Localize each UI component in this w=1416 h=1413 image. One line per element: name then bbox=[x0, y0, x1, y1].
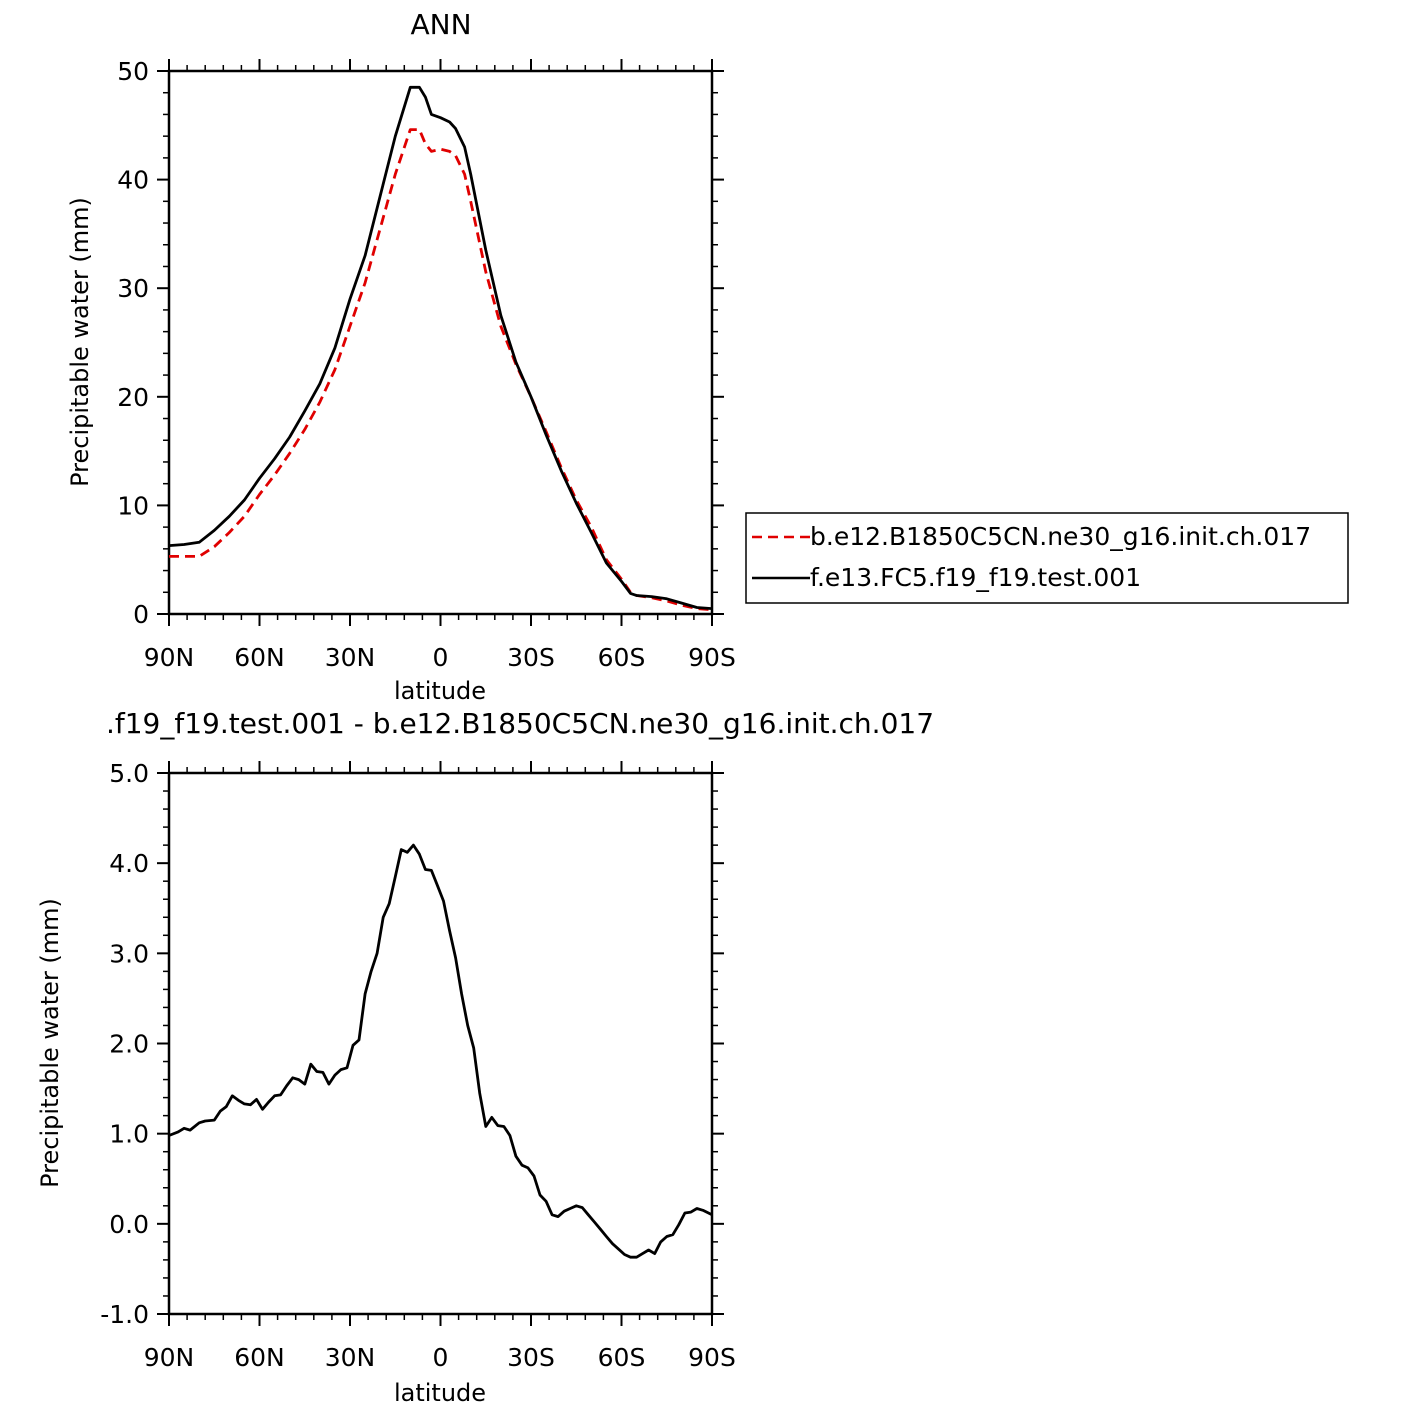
legend-label-series-1: b.e12.B1850C5CN.ne30_g16.init.ch.017 bbox=[810, 522, 1311, 551]
bottom-series-line-1 bbox=[168, 843, 713, 1259]
bottom-chart-title: .f19_f19.test.001 - b.e12.B1850C5CN.ne30… bbox=[106, 707, 934, 740]
bottom-plot-frame bbox=[167, 771, 714, 1316]
top-x-tick-label: 60N bbox=[234, 643, 285, 672]
top-y-tick-label: 30 bbox=[117, 274, 149, 303]
top-x-axis-label: latitude bbox=[394, 677, 486, 705]
bottom-x-tick-label: 30N bbox=[325, 1343, 376, 1372]
top-y-tick-label: 50 bbox=[117, 57, 149, 86]
top-plot: 90N 60N 30N 0 30S 60S 90S 0 10 20 30 40 50 bbox=[117, 57, 736, 672]
top-y-tick-label: 20 bbox=[117, 383, 149, 412]
bottom-x-tick-label: 30S bbox=[507, 1343, 555, 1372]
bottom-y-tick-label: 5.0 bbox=[109, 759, 149, 788]
top-x-tick-label: 30N bbox=[325, 643, 376, 672]
top-plot-frame bbox=[167, 69, 714, 616]
bottom-y-tick-label: 0.0 bbox=[109, 1210, 149, 1239]
bottom-y-tick-label: -1.0 bbox=[100, 1300, 149, 1329]
top-x-tick-label: 90S bbox=[688, 643, 736, 672]
legend: b.e12.B1850C5CN.ne30_g16.init.ch.017 f.e… bbox=[745, 512, 1349, 604]
bottom-y-tick-label: 3.0 bbox=[109, 939, 149, 968]
top-chart-title: ANN bbox=[410, 8, 471, 41]
top-y-tick-label: 10 bbox=[117, 491, 149, 520]
top-series-line-2 bbox=[168, 85, 713, 610]
legend-frame bbox=[745, 512, 1349, 604]
bottom-y-tick-label: 1.0 bbox=[109, 1120, 149, 1149]
top-x-tick-label: 30S bbox=[507, 643, 555, 672]
bottom-x-tick-label: 60N bbox=[234, 1343, 285, 1372]
legend-label-series-2: f.e13.FC5.f19_f19.test.001 bbox=[810, 563, 1141, 592]
bottom-x-tick-label: 90N bbox=[144, 1343, 195, 1372]
bottom-x-tick-label: 90S bbox=[688, 1343, 736, 1372]
bottom-x-tick-label: 60S bbox=[598, 1343, 646, 1372]
bottom-x-tick-label: 0 bbox=[433, 1343, 449, 1372]
bottom-y-axis-label: Precipitable water (mm) bbox=[36, 898, 64, 1188]
bottom-y-tick-label: 4.0 bbox=[109, 849, 149, 878]
top-y-tick-label: 40 bbox=[117, 166, 149, 195]
bottom-plot: 90N 60N 30N 0 30S 60S 90S -1.0 0.0 1.0 2.0 3.0 4.0 5.… bbox=[100, 759, 736, 1372]
top-x-tick-label: 0 bbox=[433, 643, 449, 672]
top-x-tick-label: 60S bbox=[598, 643, 646, 672]
top-x-tick-label: 90N bbox=[144, 643, 195, 672]
top-y-axis-label: Precipitable water (mm) bbox=[66, 197, 94, 487]
top-series-line-1 bbox=[169, 128, 713, 612]
bottom-x-axis-label: latitude bbox=[394, 1379, 486, 1407]
bottom-y-tick-label: 2.0 bbox=[109, 1030, 149, 1059]
top-y-tick-label: 0 bbox=[133, 600, 149, 629]
